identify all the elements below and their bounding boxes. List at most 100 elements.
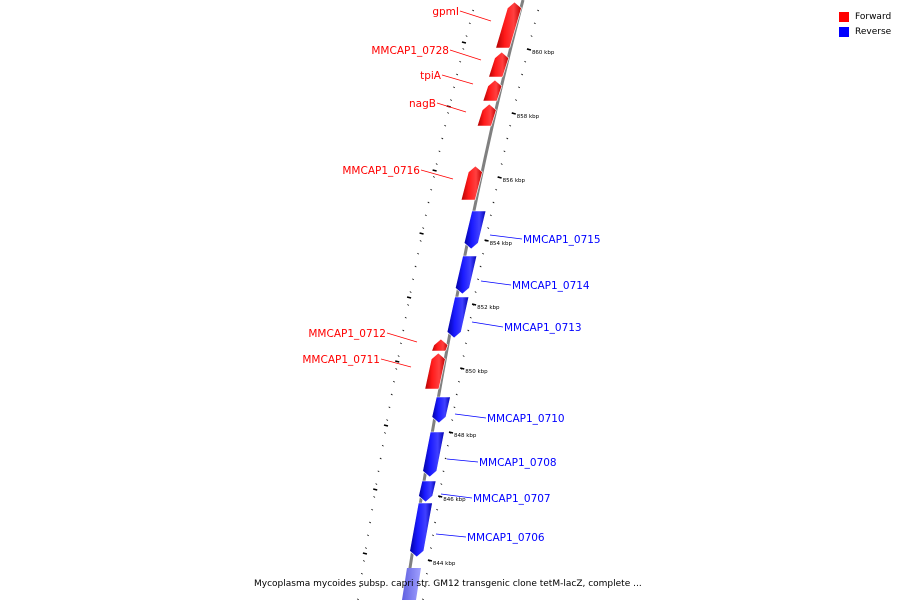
minor-tick [474, 291, 477, 293]
gene-label-mmcap1_0714: MMCAP1_0714 [512, 280, 590, 292]
gene-arrow-mmcap1_0706 [409, 502, 433, 558]
major-tick [362, 552, 368, 555]
major-tick [432, 169, 437, 172]
leader-line-nagb [436, 102, 467, 113]
minor-tick [453, 406, 456, 409]
minor-tick [407, 304, 410, 306]
minor-tick [430, 188, 433, 191]
minor-tick [422, 227, 425, 229]
minor-tick [503, 150, 506, 153]
gene-arrow-mmcap1_0715 [463, 210, 487, 250]
gene-label-mmcap1_0711: MMCAP1_0711 [302, 354, 380, 366]
minor-tick [537, 9, 540, 12]
minor-tick [444, 457, 447, 460]
leader-line-mmcap1_0713 [471, 321, 504, 328]
major-tick [484, 239, 489, 242]
minor-tick [479, 265, 482, 268]
minor-tick [425, 572, 428, 575]
leader-line-mmcap1_0716 [420, 169, 454, 180]
leader-line-mmcap1_0708 [446, 458, 479, 463]
minor-tick [434, 521, 437, 524]
leader-line-mmcap1_0710 [454, 413, 487, 419]
minor-tick [367, 534, 369, 537]
minor-tick [487, 227, 490, 229]
minor-tick [533, 22, 536, 25]
gene-labels: gpmI MMCAP1_0728 tpiA nagB MMCAP1_0716 MMCAP1… [302, 6, 600, 544]
legend-label-reverse: Reverse [855, 26, 892, 37]
major-tick [511, 112, 516, 115]
tick-label: 854 kbp [490, 241, 513, 247]
minor-tick [397, 355, 400, 357]
gene-label-mmcap1_0712: MMCAP1_0712 [308, 328, 386, 340]
gene-arrow-mmcap1_0714 [455, 255, 478, 295]
gene-label-mmcap1_0706: MMCAP1_0706 [467, 532, 545, 544]
leader-line-tpia [441, 74, 474, 85]
major-tick [419, 232, 424, 235]
gene-arrow-mmcap1_0711 [424, 352, 446, 390]
major-tick [373, 488, 378, 491]
minor-tick [495, 188, 498, 191]
minor-tick [509, 124, 512, 127]
legend-label-forward: Forward [855, 11, 892, 22]
minor-tick [440, 483, 443, 485]
minor-tick [414, 265, 417, 268]
minor-tick [364, 547, 367, 549]
tick-label: 852 kbp [477, 305, 500, 311]
gene-arrow-tpia [482, 79, 503, 102]
major-tick [448, 431, 454, 434]
minor-tick [521, 73, 524, 76]
gene-label-mmcap1_0713: MMCAP1_0713 [504, 322, 582, 334]
gene-label-tpia: tpiA [420, 70, 442, 82]
leader-line-gpmi [459, 10, 492, 22]
minor-tick [462, 48, 465, 50]
minor-tick [438, 150, 441, 153]
gene-label-nagb: nagB [409, 98, 436, 110]
minor-tick-marks [356, 9, 540, 600]
gene-arrow-mmcap1_0728 [488, 51, 510, 78]
major-tick-marks [362, 41, 532, 562]
minor-tick [379, 457, 382, 460]
leader-line-mmcap1_0706 [435, 533, 467, 538]
minor-tick [369, 521, 372, 524]
minor-tick [419, 240, 422, 242]
minor-tick [442, 470, 445, 473]
major-tick [406, 296, 412, 299]
leader-line-mmcap1_0714 [480, 280, 512, 286]
minor-tick [417, 252, 420, 255]
leader-line-mmcap1_0707 [440, 493, 473, 499]
gene-arrow-mmcap1_0713 [446, 296, 470, 339]
major-tick [471, 303, 477, 306]
leader-line-mmcap1_0715 [489, 234, 523, 240]
minor-tick [459, 60, 462, 63]
gene-label-mmcap1_0708: MMCAP1_0708 [479, 457, 557, 469]
minor-tick [453, 86, 456, 89]
sequence-caption: Mycoplasma mycoides subsp. capri str. GM… [254, 579, 642, 589]
minor-tick [489, 214, 492, 217]
minor-tick [477, 278, 480, 281]
minor-tick [446, 444, 449, 447]
minor-tick [404, 316, 407, 319]
minor-tick [371, 508, 374, 511]
minor-tick [464, 342, 467, 345]
gene-arrows [402, 1, 522, 600]
gene-label-gpmi: gpmI [432, 6, 459, 18]
minor-tick [432, 176, 435, 178]
tick-label: 846 kbp [443, 497, 466, 503]
minor-tick [399, 342, 402, 345]
minor-tick [412, 278, 415, 281]
minor-tick [393, 380, 395, 383]
forward-swatch [839, 11, 849, 22]
tick-label: 856 kbp [503, 178, 526, 184]
gene-arrow-mmcap1_0710 [431, 396, 451, 424]
label-leader-lines [380, 10, 523, 538]
gene-label-mmcap1_0728: MMCAP1_0728 [371, 45, 449, 57]
minor-tick [524, 60, 527, 63]
gene-label-mmcap1_0716: MMCAP1_0716 [342, 165, 420, 177]
legend: Forward Reverse [839, 9, 899, 39]
tick-label: 858 kbp [517, 114, 540, 120]
major-tick [460, 367, 465, 370]
minor-tick [424, 214, 427, 217]
minor-tick [458, 380, 460, 383]
major-tick [395, 360, 400, 363]
